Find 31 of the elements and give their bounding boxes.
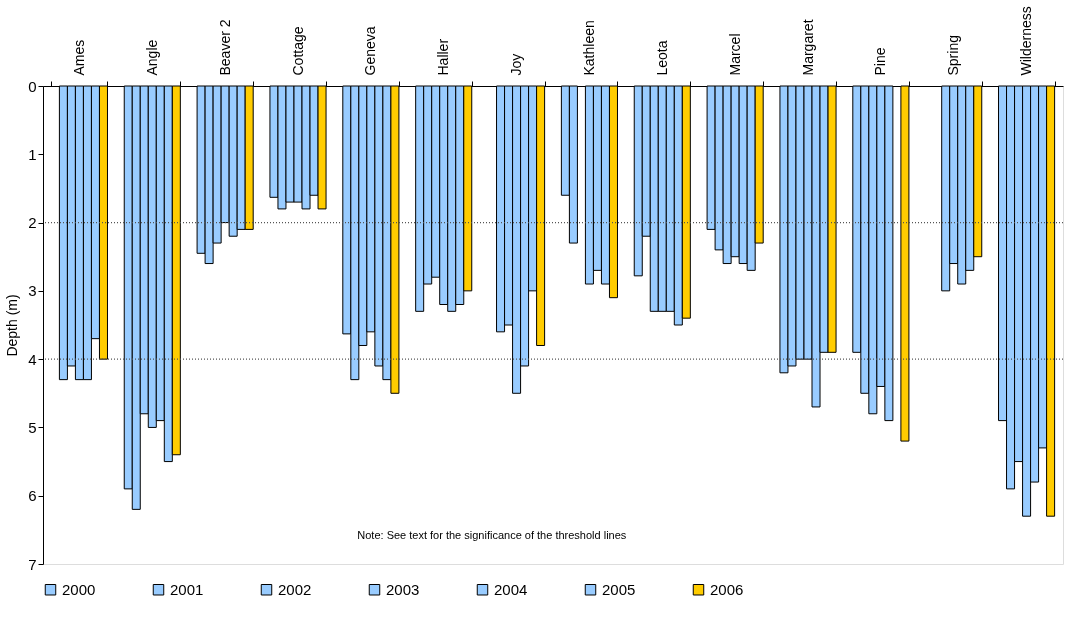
x-tick-label: Geneva bbox=[362, 26, 379, 76]
y-tick-label: 1 bbox=[28, 145, 37, 163]
x-tick-label: Beaver 2 bbox=[216, 19, 233, 76]
legend-label: 2003 bbox=[386, 580, 420, 598]
y-axis-title: Depth (m) bbox=[4, 294, 21, 357]
y-tick-label: 3 bbox=[28, 282, 37, 300]
x-tick-label: Wilderness bbox=[1018, 6, 1035, 76]
x-tick-label: Cottage bbox=[289, 26, 306, 76]
legend-label: 2001 bbox=[170, 580, 204, 598]
y-tick-label: 4 bbox=[28, 350, 37, 368]
x-tick-label: Leota bbox=[653, 40, 670, 76]
y-tick-label: 6 bbox=[28, 487, 37, 505]
annotation: Note: See text for the significance of the threshold lines bbox=[357, 529, 627, 541]
x-tick-label: Kathleen bbox=[580, 20, 597, 76]
x-tick-label: Margaret bbox=[799, 19, 816, 76]
legend-label: 2006 bbox=[710, 580, 744, 598]
y-tick-label: 0 bbox=[28, 77, 37, 95]
x-tick-label: Angle bbox=[143, 39, 160, 76]
y-tick-label: 7 bbox=[28, 555, 37, 573]
legend-label: 2002 bbox=[278, 580, 312, 598]
y-tick-label: 5 bbox=[28, 418, 37, 436]
legend-label: 2000 bbox=[62, 580, 96, 598]
x-tick-label: Pine bbox=[872, 47, 889, 76]
x-tick-label: Spring bbox=[945, 35, 962, 76]
x-tick-label: Haller bbox=[435, 38, 452, 76]
x-tick-label: Ames bbox=[70, 39, 87, 76]
legend-label: 2005 bbox=[602, 580, 636, 598]
y-tick-label: 2 bbox=[28, 214, 37, 232]
x-tick-label: Joy bbox=[508, 53, 525, 76]
legend-label: 2004 bbox=[494, 580, 528, 598]
x-tick-label: Marcel bbox=[726, 33, 743, 76]
